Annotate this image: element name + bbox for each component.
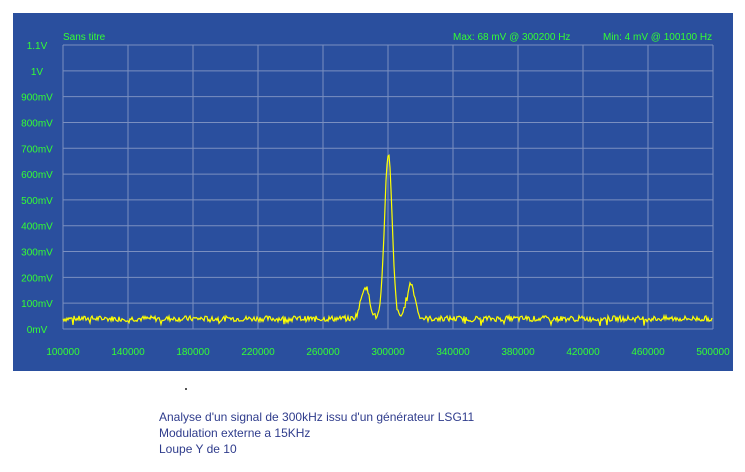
x-tick-label: 380000 <box>501 347 535 358</box>
y-tick-label: 1V <box>31 67 44 78</box>
y-tick-label: 200mV <box>21 273 53 284</box>
y-tick-label: 900mV <box>21 93 53 104</box>
x-tick-label: 100000 <box>46 347 80 358</box>
caption: Analyse d'un signal de 300kHz issu d'un … <box>159 409 474 457</box>
spectrum-trace <box>62 154 713 327</box>
oscilloscope-panel: 0mV 100mV 200mV 300mV 400mV 500mV 600mV 700mV 80… <box>13 13 733 371</box>
y-tick-label: 1.1V <box>27 41 48 52</box>
x-tick-label: 180000 <box>176 347 210 358</box>
caption-line-1: Analyse d'un signal de 300kHz issu d'un … <box>159 410 475 424</box>
x-tick-label: 460000 <box>631 347 665 358</box>
caption-line-3: Loupe Y de 10 <box>159 442 237 456</box>
max-readout: Max: 68 mV @ 300200 Hz <box>453 32 570 43</box>
x-tick-label: 300000 <box>371 347 405 358</box>
y-tick-label: 700mV <box>21 144 53 155</box>
caption-line-2: Modulation externe a 15KHz <box>159 426 311 440</box>
chart-title: Sans titre <box>63 32 106 43</box>
x-axis-ticks: 100000 140000 180000 220000 260000 300000 3400… <box>46 347 730 358</box>
y-tick-label: 500mV <box>21 196 53 207</box>
spectrum-chart: 0mV 100mV 200mV 300mV 400mV 500mV 600mV 700mV 80… <box>21 32 730 358</box>
x-tick-label: 500000 <box>696 347 730 358</box>
min-readout: Min: 4 mV @ 100100 Hz <box>603 32 712 43</box>
y-tick-label: 300mV <box>21 248 53 259</box>
x-tick-label: 220000 <box>241 347 275 358</box>
y-tick-label: 400mV <box>21 222 53 233</box>
grid <box>62 44 714 330</box>
y-tick-label: 800mV <box>21 118 53 129</box>
x-tick-label: 140000 <box>111 347 145 358</box>
x-tick-label: 340000 <box>436 347 470 358</box>
y-axis-ticks: 0mV 100mV 200mV 300mV 400mV 500mV 600mV 700mV 80… <box>21 41 53 336</box>
stray-dot <box>185 388 187 390</box>
y-tick-label: 600mV <box>21 170 53 181</box>
y-tick-label: 0mV <box>27 325 48 336</box>
y-tick-label: 100mV <box>21 299 53 310</box>
x-tick-label: 420000 <box>566 347 600 358</box>
x-tick-label: 260000 <box>306 347 340 358</box>
